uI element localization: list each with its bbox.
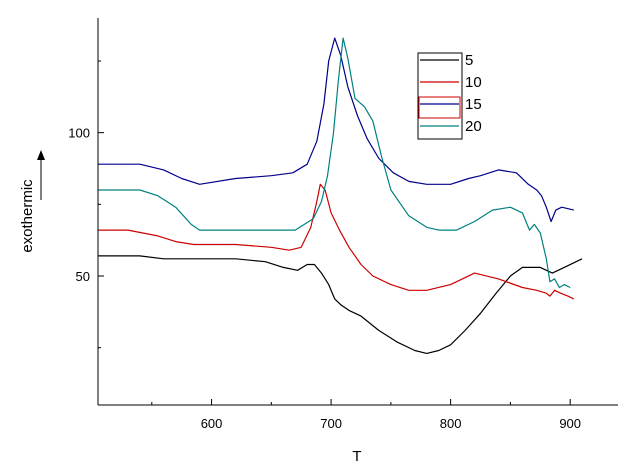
- plot-lines: [98, 37, 583, 354]
- x-tick-label: 900: [559, 416, 581, 431]
- y-ticks: 50 100: [68, 60, 104, 349]
- series-line-10: [98, 183, 575, 300]
- legend-label-20: 20: [465, 118, 482, 135]
- series-line-15: [98, 37, 574, 223]
- y-tick-label: 50: [76, 269, 90, 284]
- x-axis-title: T: [352, 448, 361, 465]
- series-line-5: [98, 255, 583, 354]
- x-ticks: 600 700 800 900: [151, 399, 581, 431]
- series-line-20: [98, 37, 571, 289]
- legend: 5 10 15 20: [417, 52, 482, 140]
- x-tick-label: 700: [320, 416, 342, 431]
- y-axis-arrow: [37, 150, 45, 200]
- legend-box: [417, 52, 463, 140]
- x-tick-label: 600: [201, 416, 223, 431]
- y-tick-label: 100: [68, 126, 90, 141]
- legend-label-15: 15: [465, 96, 482, 113]
- x-tick-label: 800: [440, 416, 462, 431]
- legend-highlight: [418, 96, 461, 119]
- legend-label-5: 5: [465, 52, 473, 69]
- legend-label-10: 10: [465, 74, 482, 91]
- axes: [97, 18, 618, 406]
- y-axis-title: exothermic: [19, 179, 36, 253]
